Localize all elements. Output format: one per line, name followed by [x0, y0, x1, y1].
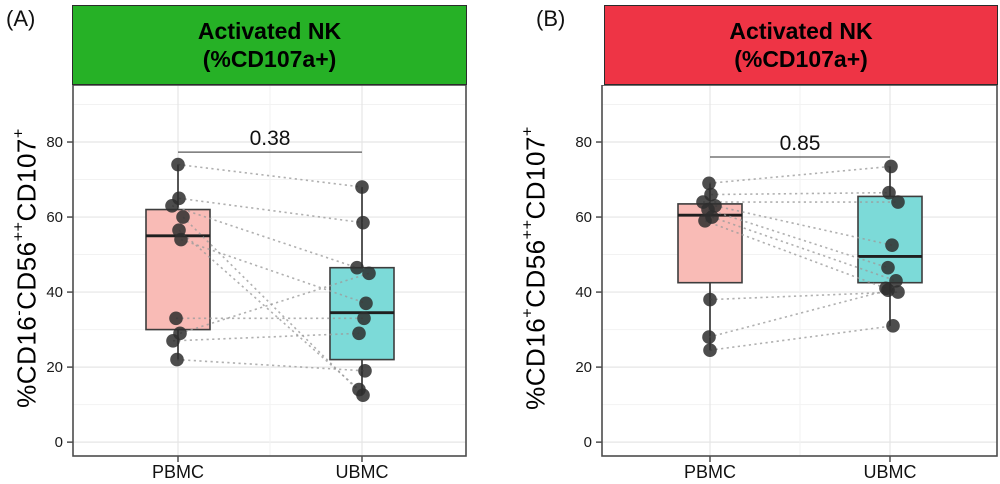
x-tick-label-ubmc: UBMC	[336, 462, 389, 482]
data-point-ubmc	[891, 195, 905, 209]
boxplot-chart-b: 0.85 0 20 40 60 80 PBMC UBMC	[575, 85, 998, 482]
pair-line	[708, 165, 892, 185]
data-point-pbmc	[702, 330, 716, 344]
data-point-ubmc	[359, 296, 373, 311]
y-tick-label: 0	[584, 434, 592, 451]
facet-strip-a: Activated NK (%CD107a+)	[72, 5, 467, 85]
x-tick-label-pbmc: PBMC	[152, 462, 204, 482]
pair-line	[176, 358, 366, 372]
data-point-ubmc	[352, 382, 366, 397]
data-point-ubmc	[362, 266, 376, 281]
y-tick-label: 80	[46, 134, 63, 151]
data-point-pbmc	[169, 311, 183, 326]
x-tick-label-pbmc: PBMC	[684, 462, 736, 482]
pvalue-label: 0.38	[250, 127, 291, 150]
data-point-ubmc	[350, 260, 364, 275]
data-point-ubmc	[884, 159, 898, 174]
boxplot-chart-a: 0.38 0 20 40 60 80 PBMC UBMC	[46, 85, 467, 482]
data-point-pbmc	[171, 157, 185, 172]
y-tick-label: 20	[575, 359, 592, 376]
data-point-pbmc	[166, 334, 180, 348]
pair-line	[180, 238, 367, 305]
panel-label-b: (B)	[536, 6, 566, 31]
y-tick-label: 40	[46, 284, 63, 301]
y-tick-label: 20	[46, 359, 63, 376]
data-point-ubmc	[885, 238, 899, 252]
x-tick-label-ubmc: UBMC	[864, 462, 917, 482]
data-point-ubmc	[358, 364, 372, 378]
y-tick-label: 0	[55, 434, 63, 451]
data-point-ubmc	[889, 274, 903, 288]
strip-title-line1-a: Activated NK	[197, 17, 342, 44]
data-point-ubmc	[352, 326, 366, 341]
data-point-pbmc	[698, 213, 712, 228]
data-point-ubmc	[355, 180, 369, 194]
data-point-pbmc	[165, 198, 179, 213]
strip-title-line1-b: Activated NK	[729, 17, 873, 44]
pair-line	[707, 208, 889, 269]
strip-title-line2-a: (%CD107a+)	[202, 46, 337, 72]
data-point-ubmc	[881, 283, 895, 297]
pvalue-label: 0.85	[780, 132, 821, 155]
data-point-ubmc	[882, 185, 896, 200]
facet-strip-b: Activated NK (%CD107a+)	[604, 5, 998, 85]
y-tick-label: 60	[575, 209, 592, 226]
data-point-ubmc	[886, 319, 900, 333]
data-point-ubmc	[356, 215, 370, 230]
pair-line	[171, 205, 358, 269]
y-tick-label: 40	[575, 284, 592, 301]
pair-line	[710, 191, 890, 196]
y-tick-label: 60	[46, 209, 63, 226]
pair-line	[178, 229, 360, 391]
data-point-pbmc	[176, 210, 190, 224]
data-point-pbmc	[702, 176, 716, 191]
panel-a: (A) Activated NK (%CD107a+) %CD16-CD56++…	[6, 5, 467, 482]
panel-b: (B) Activated NK (%CD107a+) %CD16+CD56++…	[500, 0, 1000, 484]
y-tick-label: 80	[575, 134, 592, 151]
pair-line	[704, 220, 887, 290]
panel-border	[601, 85, 998, 457]
data-point-ubmc	[357, 311, 371, 326]
data-point-pbmc	[703, 343, 717, 358]
strip-title-line2-b: (%CD107a+)	[734, 46, 868, 72]
data-point-pbmc	[170, 352, 184, 367]
data-point-ubmc	[881, 260, 895, 275]
pair-line	[711, 216, 897, 282]
panel-label-a: (A)	[6, 6, 36, 31]
panel-border	[72, 85, 467, 457]
data-point-pbmc	[174, 232, 188, 247]
data-point-pbmc	[703, 292, 717, 307]
pair-line	[714, 205, 893, 246]
